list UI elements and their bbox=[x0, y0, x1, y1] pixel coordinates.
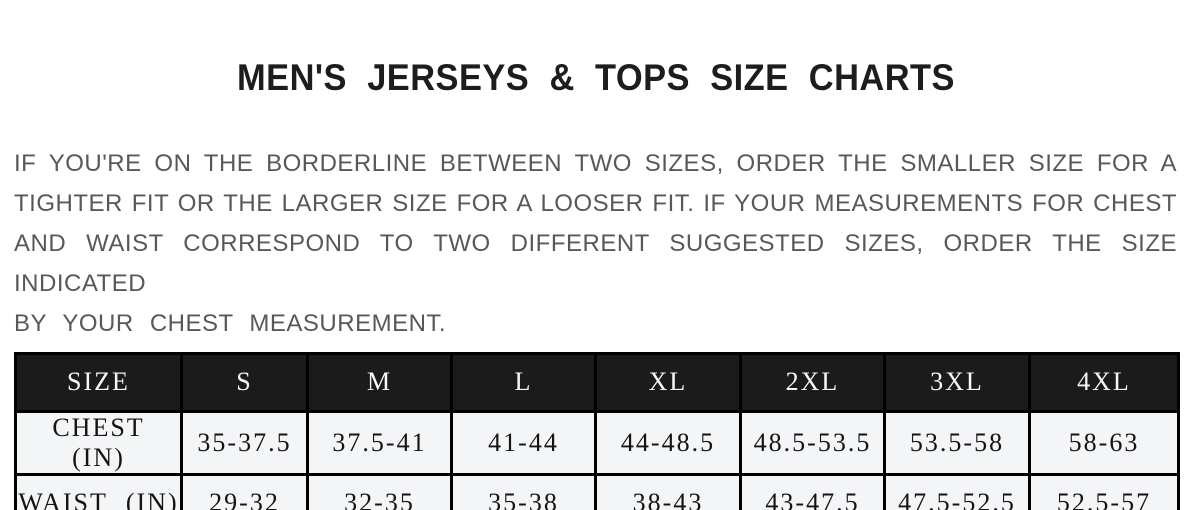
size-table-header-row: SIZE S M L XL 2XL 3XL 4XL bbox=[14, 351, 1180, 413]
table-cell: 47.5-52.5 bbox=[883, 472, 1031, 510]
table-row-waist: WAIST (IN) 29-32 32-35 35-38 38-43 43-47… bbox=[14, 472, 1180, 510]
table-cell: 35-38 bbox=[450, 472, 597, 510]
size-table: SIZE S M L XL 2XL 3XL 4XL CHEST (IN) 35-… bbox=[14, 351, 1180, 510]
table-cell: 37.5-41 bbox=[306, 409, 453, 476]
column-header-3xl: 3XL bbox=[883, 351, 1031, 413]
table-cell: 43-47.5 bbox=[739, 472, 886, 510]
column-header-l: L bbox=[450, 351, 597, 413]
table-cell: 29-32 bbox=[180, 472, 309, 510]
table-cell: 35-37.5 bbox=[180, 409, 309, 476]
column-header-2xl: 2XL bbox=[739, 351, 886, 413]
intro-line-4: BY YOUR CHEST MEASUREMENT. bbox=[14, 309, 447, 337]
column-header-s: S bbox=[180, 351, 309, 413]
table-cell: 58-63 bbox=[1028, 409, 1180, 476]
column-header-size: SIZE bbox=[14, 351, 183, 413]
column-header-4xl: 4XL bbox=[1028, 351, 1180, 413]
page-title-row: MEN'S JERSEYS & TOPS SIZE CHARTS bbox=[0, 0, 1191, 121]
table-cell: 41-44 bbox=[450, 409, 597, 476]
table-cell: 32-35 bbox=[306, 472, 453, 510]
table-cell: 44-48.5 bbox=[594, 409, 742, 476]
column-header-m: M bbox=[306, 351, 453, 413]
page-title: MEN'S JERSEYS & TOPS SIZE CHARTS bbox=[236, 56, 955, 98]
table-cell: 48.5-53.5 bbox=[739, 409, 886, 476]
table-cell: 38-43 bbox=[594, 472, 742, 510]
row-label-waist: WAIST (IN) bbox=[14, 472, 183, 510]
column-header-xl: XL bbox=[594, 351, 742, 413]
intro-line-3: AND WAIST CORRESPOND TO TWO DIFFERENT SU… bbox=[14, 229, 1177, 297]
table-row-chest: CHEST (IN) 35-37.5 37.5-41 41-44 44-48.5… bbox=[14, 409, 1180, 476]
intro-line-2: TIGHTER FIT OR THE LARGER SIZE FOR A LOO… bbox=[14, 189, 1177, 217]
row-label-chest: CHEST (IN) bbox=[14, 409, 183, 476]
intro-line-1: IF YOU'RE ON THE BORDERLINE BETWEEN TWO … bbox=[14, 149, 1177, 177]
table-cell: 52.5-57 bbox=[1028, 472, 1180, 510]
intro-paragraph: IF YOU'RE ON THE BORDERLINE BETWEEN TWO … bbox=[14, 144, 1177, 344]
table-cell: 53.5-58 bbox=[883, 409, 1031, 476]
